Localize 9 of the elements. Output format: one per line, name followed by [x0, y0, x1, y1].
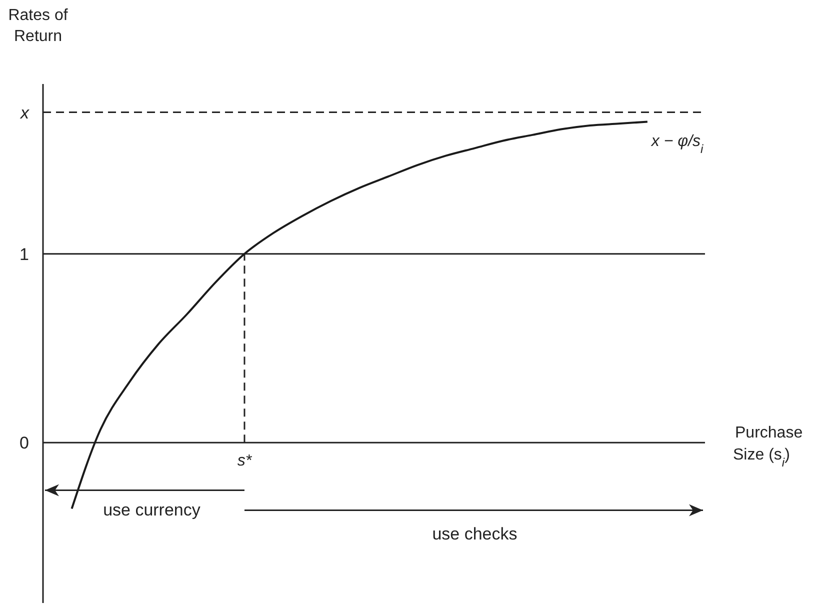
series-label: x − φ/s$_{i}$: [650, 132, 704, 156]
x-axis-title: Purchase Size (s$_{i}$): [733, 424, 803, 470]
y-tick-label: x: [20, 103, 30, 122]
y-axis-title: Rates of Return: [8, 7, 68, 45]
y-tick-label: 1: [20, 244, 29, 264]
x-tick-label: s*: [237, 452, 252, 470]
annotation: use currency: [103, 500, 201, 520]
annotation: use checks: [432, 524, 518, 544]
y-tick-label: 0: [20, 434, 29, 453]
